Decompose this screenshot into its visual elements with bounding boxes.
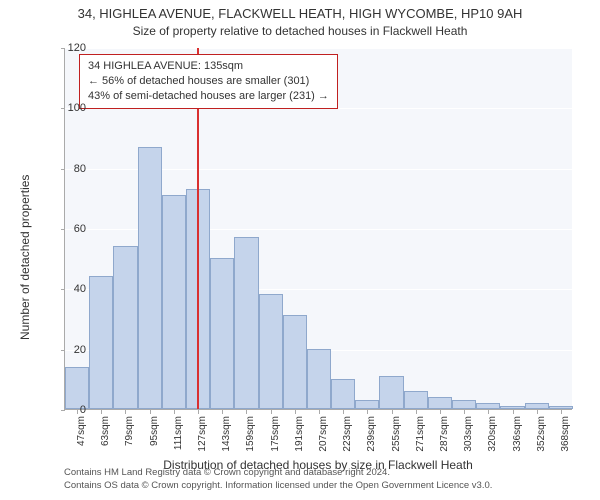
- info-box: 34 HIGHLEA AVENUE: 135sqm← 56% of detach…: [79, 54, 338, 109]
- copyright-line1: Contains HM Land Registry data © Crown c…: [64, 467, 492, 479]
- x-tick-label: 239sqm: [366, 416, 377, 456]
- x-tick-label: 336sqm: [512, 416, 523, 456]
- x-tick-mark: [271, 410, 272, 414]
- x-tick-mark: [440, 410, 441, 414]
- x-tick-mark: [174, 410, 175, 414]
- x-tick-mark: [101, 410, 102, 414]
- x-tick-label: 175sqm: [270, 416, 281, 456]
- y-tick-label: 0: [56, 404, 86, 416]
- x-tick-mark: [125, 410, 126, 414]
- gridline: [65, 48, 573, 49]
- histogram-bar: [307, 349, 331, 409]
- y-tick-label: 20: [56, 344, 86, 356]
- x-tick-mark: [295, 410, 296, 414]
- x-tick-mark: [464, 410, 465, 414]
- histogram-bar: [476, 403, 500, 409]
- x-tick-label: 352sqm: [536, 416, 547, 456]
- x-tick-label: 287sqm: [439, 416, 450, 456]
- histogram-bar: [355, 400, 379, 409]
- histogram-bar: [138, 147, 162, 409]
- x-tick-mark: [222, 410, 223, 414]
- x-tick-mark: [150, 410, 151, 414]
- histogram-bar: [525, 403, 549, 409]
- x-tick-mark: [319, 410, 320, 414]
- histogram-bar: [65, 367, 89, 409]
- copyright-line2: Contains OS data © Crown copyright. Info…: [64, 480, 492, 492]
- histogram-bar: [162, 195, 186, 409]
- x-tick-mark: [488, 410, 489, 414]
- x-tick-label: 368sqm: [560, 416, 571, 456]
- histogram-bar: [89, 276, 113, 409]
- y-tick-label: 100: [56, 102, 86, 114]
- x-tick-label: 207sqm: [318, 416, 329, 456]
- histogram-bar: [283, 315, 307, 409]
- plot-area: 34 HIGHLEA AVENUE: 135sqm← 56% of detach…: [64, 48, 572, 410]
- copyright-notice: Contains HM Land Registry data © Crown c…: [64, 467, 492, 492]
- info-box-line: 43% of semi-detached houses are larger (…: [88, 89, 329, 104]
- x-tick-mark: [343, 410, 344, 414]
- histogram-bar: [549, 406, 573, 409]
- x-tick-mark: [392, 410, 393, 414]
- y-tick-label: 120: [56, 42, 86, 54]
- x-tick-mark: [537, 410, 538, 414]
- x-tick-label: 320sqm: [487, 416, 498, 456]
- x-tick-label: 127sqm: [197, 416, 208, 456]
- x-tick-mark: [513, 410, 514, 414]
- x-tick-mark: [416, 410, 417, 414]
- histogram-bar: [210, 258, 234, 409]
- y-tick-label: 60: [56, 223, 86, 235]
- x-tick-label: 191sqm: [294, 416, 305, 456]
- histogram-bar: [404, 391, 428, 409]
- histogram-bar: [452, 400, 476, 409]
- histogram-bar: [331, 379, 355, 409]
- histogram-bar: [234, 237, 258, 409]
- x-tick-mark: [367, 410, 368, 414]
- y-tick-label: 80: [56, 163, 86, 175]
- x-tick-label: 255sqm: [391, 416, 402, 456]
- info-box-line: ← 56% of detached houses are smaller (30…: [88, 74, 329, 89]
- y-tick-label: 40: [56, 283, 86, 295]
- x-tick-label: 223sqm: [342, 416, 353, 456]
- histogram-bar: [428, 397, 452, 409]
- chart-container: 34, HIGHLEA AVENUE, FLACKWELL HEATH, HIG…: [0, 0, 600, 500]
- chart-area: 34 HIGHLEA AVENUE: 135sqm← 56% of detach…: [64, 48, 572, 410]
- x-tick-label: 79sqm: [124, 416, 135, 456]
- histogram-bar: [500, 406, 524, 409]
- histogram-bar: [113, 246, 137, 409]
- info-box-line: 34 HIGHLEA AVENUE: 135sqm: [88, 59, 329, 74]
- x-tick-label: 303sqm: [463, 416, 474, 456]
- x-tick-label: 47sqm: [76, 416, 87, 456]
- histogram-bar: [379, 376, 403, 409]
- y-axis-label: Number of detached properties: [18, 175, 32, 340]
- chart-subtitle: Size of property relative to detached ho…: [0, 24, 600, 38]
- x-tick-label: 63sqm: [100, 416, 111, 456]
- x-tick-label: 95sqm: [149, 416, 160, 456]
- histogram-bar: [259, 294, 283, 409]
- x-tick-label: 111sqm: [173, 416, 184, 456]
- x-tick-label: 159sqm: [245, 416, 256, 456]
- x-tick-mark: [246, 410, 247, 414]
- x-tick-label: 143sqm: [221, 416, 232, 456]
- x-tick-mark: [561, 410, 562, 414]
- x-tick-mark: [198, 410, 199, 414]
- x-tick-label: 271sqm: [415, 416, 426, 456]
- chart-title-address: 34, HIGHLEA AVENUE, FLACKWELL HEATH, HIG…: [0, 6, 600, 21]
